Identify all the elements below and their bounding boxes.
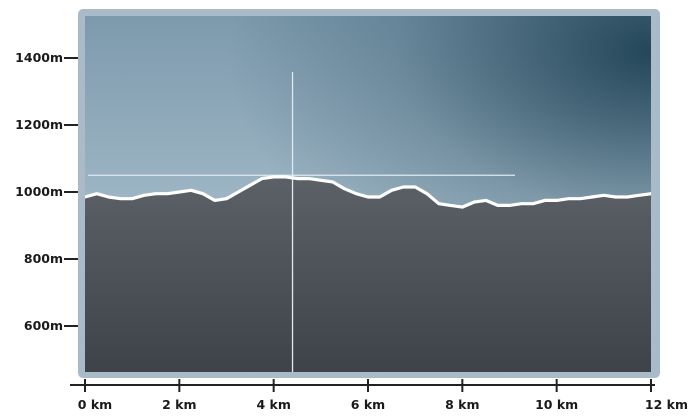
y-tick-label: 1000m <box>15 184 63 199</box>
x-tick-label: 2 km <box>162 397 196 412</box>
x-tick-label: 0 km <box>78 397 112 412</box>
y-tick-label: 1400m <box>15 50 63 65</box>
y-tick-label: 1200m <box>15 117 63 132</box>
x-tick-label: 12 km <box>645 397 688 412</box>
x-tick-label: 8 km <box>445 397 479 412</box>
x-tick-label: 10 km <box>535 397 578 412</box>
terrain-area <box>85 176 651 372</box>
x-tick-label: 6 km <box>351 397 385 412</box>
x-tick-label: 4 km <box>256 397 290 412</box>
y-tick-label: 600m <box>24 318 63 333</box>
elevation-profile-line <box>85 175 651 209</box>
y-tick-label: 800m <box>24 251 63 266</box>
